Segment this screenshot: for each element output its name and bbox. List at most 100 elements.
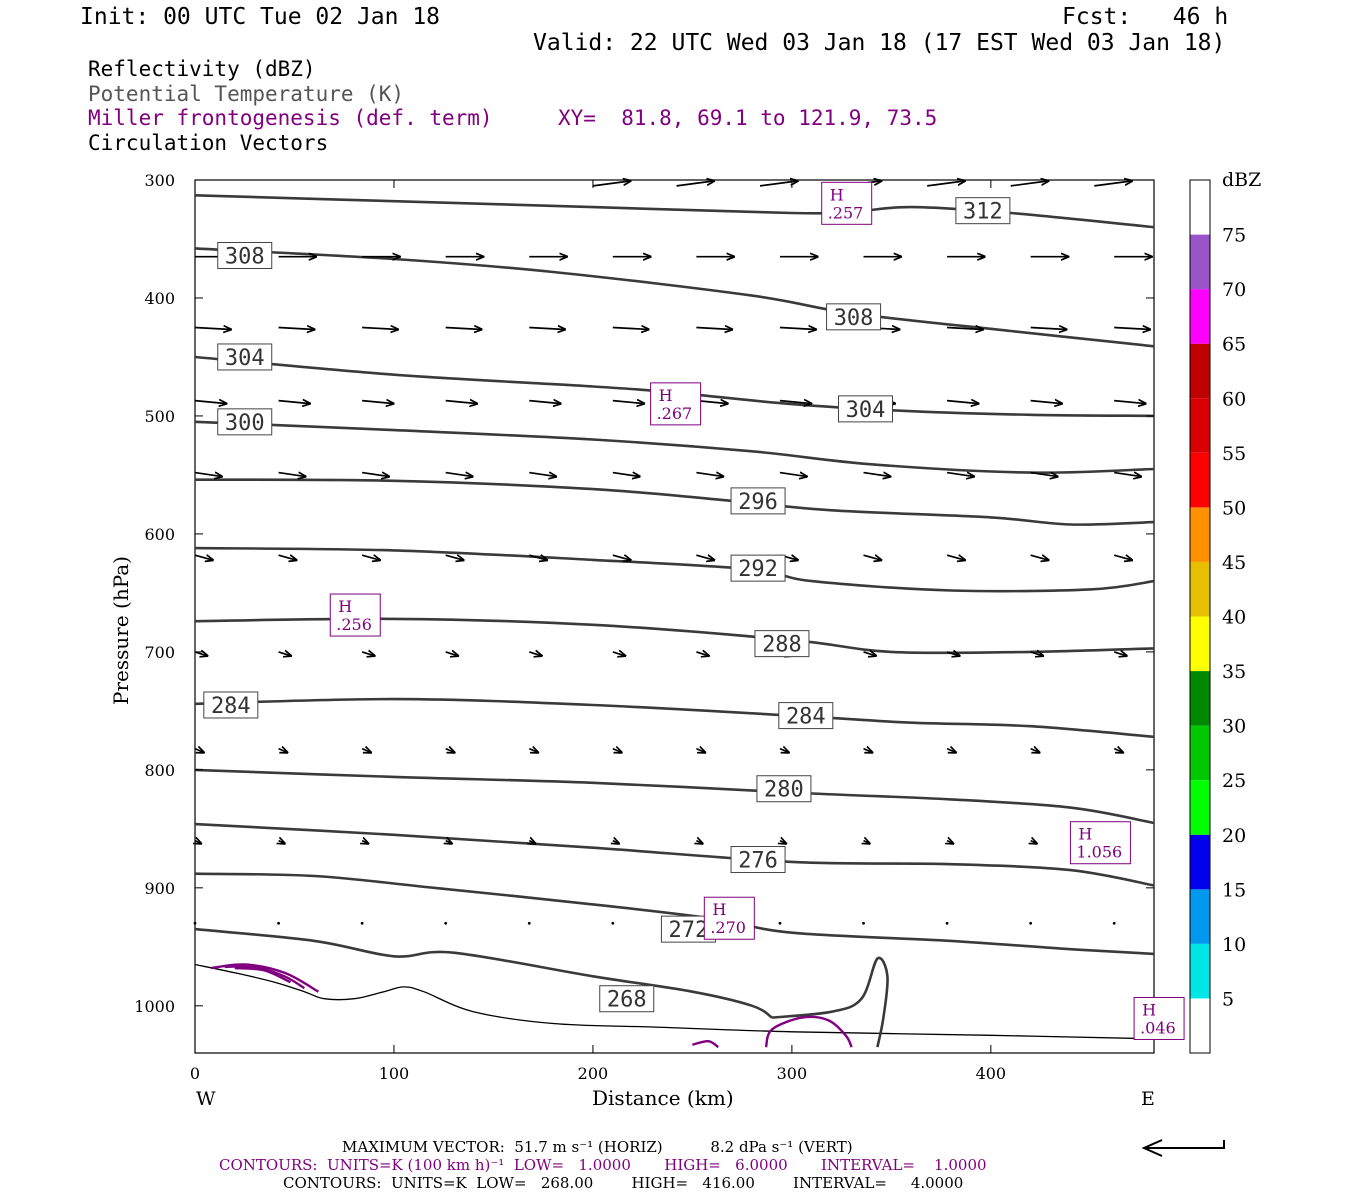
circulation-vector (696, 841, 702, 844)
miller-max-value: .270 (710, 918, 746, 937)
circulation-vector (194, 749, 204, 753)
theta-label-box (730, 487, 786, 515)
circulation-vector (277, 921, 280, 925)
miller-max-value: .046 (1140, 1019, 1176, 1038)
miller-max-value: .256 (336, 615, 372, 634)
theta-label-box (203, 691, 259, 719)
circulation-vector (863, 555, 882, 560)
circulation-vector (696, 749, 705, 753)
circulation-vector (946, 473, 974, 477)
circulation-vector (696, 652, 709, 656)
circulation-vector (445, 401, 478, 404)
field-vectors: Circulation Vectors (88, 131, 329, 155)
colorbar-label: 55 (1222, 443, 1246, 465)
circulation-vector (529, 841, 535, 844)
circulation-vector (194, 401, 227, 404)
colorbar-swatch (1190, 507, 1210, 562)
circulation-vector (1030, 652, 1044, 656)
circulation-vector (278, 555, 297, 560)
max-vector-arrow (1146, 1140, 1225, 1149)
miller-contour-3 (234, 966, 292, 984)
circulation-vector (360, 921, 364, 925)
circulation-vector (1031, 841, 1037, 844)
theta-contour-284 (194, 697, 1155, 739)
field-theta: Potential Temperature (K) (88, 82, 405, 106)
circulation-vector (592, 181, 631, 187)
x-tick-label: 0 (190, 1064, 200, 1083)
circulation-vector (612, 652, 626, 656)
colorbar-swatch (1190, 561, 1210, 617)
circulation-vector (945, 921, 949, 925)
circulation-vector (529, 652, 542, 656)
miller-contour-1 (764, 1015, 853, 1048)
circulation-vector (864, 841, 870, 844)
circulation-vector (527, 921, 531, 925)
y-tick-label: 900 (144, 879, 175, 898)
circulation-vector (779, 749, 789, 753)
circulation-vector (927, 181, 965, 187)
circulation-vector (696, 401, 728, 404)
theta-label-box (838, 395, 894, 423)
circulation-vector (1113, 749, 1123, 753)
circulation-vector (611, 921, 615, 925)
circulation-vector (1029, 921, 1033, 925)
theta-label: 288 (762, 633, 802, 658)
theta-label-box (955, 197, 1011, 225)
miller-max-letter: H (830, 185, 844, 204)
miller-max-letter: H (338, 597, 352, 616)
circulation-vector (946, 749, 956, 753)
circulation-vector (779, 473, 807, 477)
x-tick-label: 300 (777, 1064, 808, 1083)
terrain-line (194, 963, 1155, 1040)
theta-label-box (217, 242, 273, 270)
circulation-vector (1114, 401, 1146, 404)
colorbar-label: 70 (1222, 279, 1246, 301)
colorbar-swatch (1190, 398, 1210, 453)
miller-max-letter: H (712, 900, 726, 919)
miller-max-box (1133, 997, 1185, 1041)
colorbar-swatch (1190, 671, 1210, 726)
colorbar-swatch (1190, 998, 1210, 1053)
theta-label-box (730, 554, 786, 582)
x-tick-label: 400 (976, 1064, 1007, 1083)
colorbar-swatch (1190, 780, 1210, 835)
theta-label: 284 (786, 705, 826, 730)
circulation-vector (529, 401, 561, 404)
x-tick-label: 100 (379, 1064, 410, 1083)
x-axis-west-label: W (196, 1088, 216, 1110)
x-axis-title: Distance (km) (592, 1086, 734, 1110)
circulation-vector (278, 327, 315, 329)
y-tick-label: 700 (144, 643, 175, 662)
theta-label: 296 (738, 490, 778, 515)
theta-label-box (826, 303, 882, 331)
circulation-vector (445, 327, 482, 329)
theta-label-box (217, 343, 273, 371)
theta-label-box (599, 985, 655, 1013)
circulation-vector (946, 652, 960, 656)
x-tick-label: 200 (578, 1064, 609, 1083)
theta-label-box (754, 630, 810, 658)
theta-label-box (778, 702, 834, 730)
circulation-vector (361, 555, 380, 560)
circulation-vector (446, 841, 452, 844)
theta-label-box (730, 846, 786, 874)
colorbar-label: 5 (1222, 988, 1234, 1010)
circulation-vector (529, 327, 565, 329)
circulation-vector (445, 473, 473, 477)
circulation-vector (194, 473, 222, 477)
circulation-vector (1030, 749, 1040, 753)
theta-label: 280 (764, 778, 804, 803)
miller-max-box (821, 181, 873, 225)
circulation-vector (1030, 327, 1067, 329)
y-tick-label: 600 (144, 525, 175, 544)
circulation-vector (1113, 555, 1132, 560)
circulation-vector (361, 749, 371, 753)
circulation-vector (445, 749, 455, 753)
circulation-vector (780, 841, 786, 844)
circulation-vector (279, 841, 285, 844)
colorbar-swatch (1190, 616, 1210, 672)
forecast-hour: Fcst: 46 h (1062, 4, 1229, 30)
theta-label: 268 (607, 988, 647, 1013)
y-tick-label: 400 (144, 289, 175, 308)
theta-contour-288 (194, 617, 1155, 655)
